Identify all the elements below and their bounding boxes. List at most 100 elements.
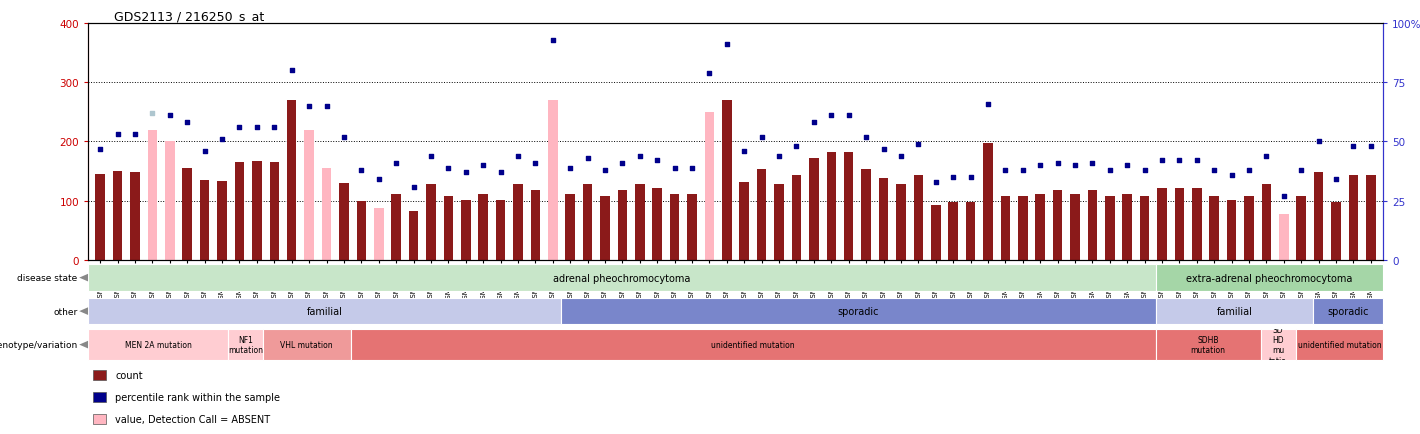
Polygon shape [80,341,88,349]
Bar [409,212,419,260]
Bar [601,197,609,260]
Point [750,134,772,141]
Bar [234,163,244,260]
Text: MEN 2A mutation: MEN 2A mutation [125,340,192,349]
Bar [1314,298,1383,325]
Polygon shape [80,308,88,315]
Point [280,68,302,75]
Text: familial: familial [1217,306,1252,316]
Bar [1052,191,1062,260]
Bar [92,392,106,402]
Text: NF1
mutation: NF1 mutation [229,335,263,355]
Bar [896,185,906,260]
Bar [479,194,488,260]
Bar [531,191,540,260]
Bar [339,184,349,260]
Bar [462,200,470,260]
Point [159,113,182,120]
Bar [351,329,1156,360]
Point [490,169,513,176]
Bar [200,181,210,260]
Bar [373,208,383,260]
Bar [1261,329,1295,360]
Point [959,174,981,181]
Bar [1001,197,1010,260]
Point [577,155,599,162]
Point [349,167,372,174]
Point [1116,162,1139,169]
Bar [88,298,561,325]
Text: genotype/variation: genotype/variation [0,340,78,349]
Bar [1314,173,1323,260]
Text: sporadic: sporadic [1328,306,1369,316]
Point [680,164,703,171]
Bar [1174,188,1184,260]
Bar [548,101,558,260]
Point [1342,143,1365,150]
Bar [792,176,801,260]
Text: VHL mutation: VHL mutation [281,340,334,349]
Point [872,146,895,153]
Bar [1156,298,1314,325]
Bar [253,161,261,260]
Bar [565,194,575,260]
Bar [88,329,229,360]
Point [210,136,233,143]
Text: value, Detection Call = ABSENT: value, Detection Call = ABSENT [115,414,270,424]
Point [768,153,791,160]
Point [193,148,216,155]
Bar [217,182,227,260]
Bar [983,143,993,260]
Bar [1157,188,1167,260]
Bar [1105,197,1115,260]
Bar [561,298,1156,325]
Text: SDHB
mutation: SDHB mutation [1190,335,1225,355]
Bar [1035,194,1045,260]
Point [368,177,391,184]
Bar [1295,329,1383,360]
Bar [443,197,453,260]
Point [89,146,112,153]
Text: unidentified mutation: unidentified mutation [1298,340,1382,349]
Point [1220,172,1242,179]
Bar [652,188,662,260]
Bar [165,142,175,260]
Bar [513,185,523,260]
Point [1325,177,1348,184]
Point [889,153,912,160]
Bar [1296,197,1306,260]
Point [611,160,633,167]
Point [1133,167,1156,174]
Text: SD
HD
mu
tatio: SD HD mu tatio [1269,325,1287,365]
Point [176,120,199,127]
Text: disease state: disease state [17,273,78,283]
Text: other: other [53,307,78,316]
Bar [913,176,923,260]
Bar [1140,197,1149,260]
Bar [704,112,714,260]
Bar [582,185,592,260]
Bar [826,152,836,260]
Point [229,125,251,132]
Bar [131,173,139,260]
Point [1308,138,1331,145]
Point [385,160,408,167]
Bar [1156,265,1383,291]
Point [524,160,547,167]
Point [1099,167,1122,174]
Point [1289,167,1312,174]
Point [559,164,582,171]
Point [507,153,530,160]
Point [733,148,755,155]
Bar [92,414,106,424]
Bar [229,329,263,360]
Bar [1122,194,1132,260]
Bar [1018,197,1028,260]
Point [124,132,146,138]
Point [855,134,878,141]
Bar [426,185,436,260]
Bar [879,179,889,260]
Bar [932,205,940,260]
Point [315,103,338,110]
Bar [88,265,1156,291]
